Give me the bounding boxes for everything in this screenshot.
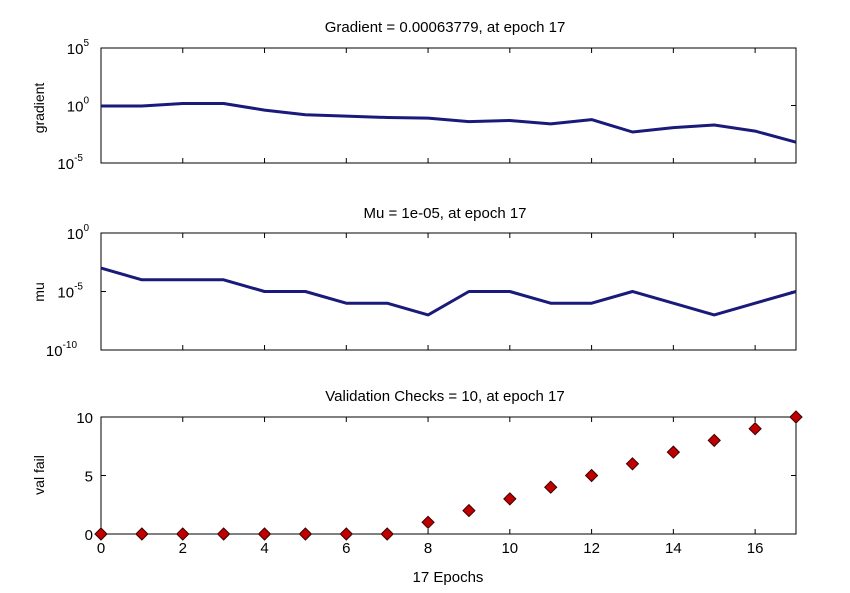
y-tick-label: 105 [67, 38, 90, 58]
y-tick-label: 10-5 [57, 153, 83, 173]
y-tick-label: 0 [85, 527, 93, 544]
x-tick-label: 10 [501, 540, 518, 557]
gradient-panel-x-ticks [100, 48, 756, 163]
data-point-marker [176, 527, 190, 541]
x-tick-label: 2 [179, 540, 187, 557]
x-tick-label: 8 [424, 540, 432, 557]
data-point-marker [666, 445, 681, 459]
data-point-marker [625, 457, 640, 471]
mu-panel: Mu = 1e-05, at epoch 17 mu 100 10-5 10-10 [31, 205, 797, 360]
data-point-marker [421, 515, 435, 530]
data-point-marker [748, 421, 762, 436]
data-point-marker [298, 527, 313, 541]
data-point-marker [707, 433, 721, 448]
validation-panel-axes-box [100, 416, 797, 535]
series-line [101, 102, 797, 144]
data-point-marker [584, 468, 599, 483]
series-line [100, 266, 797, 317]
data-point-marker [380, 527, 394, 541]
data-point-marker [257, 527, 272, 541]
x-tick-label: 12 [583, 540, 600, 557]
data-point-marker [543, 480, 558, 494]
y-tick-label: 5 [85, 469, 93, 486]
validation-panel-title: Validation Checks = 10, at epoch 17 [325, 388, 564, 405]
data-point-marker [135, 527, 149, 541]
y-tick-label: 10-5 [57, 282, 83, 302]
y-tick-label: 10 [76, 410, 93, 427]
mu-panel-axes-box [100, 232, 797, 351]
x-tick-label: 4 [260, 540, 268, 557]
gradient-panel: Gradient = 0.00063779, at epoch 17 gradi… [31, 19, 797, 173]
validation-panel: Validation Checks = 10, at epoch 17 val … [31, 388, 803, 586]
x-tick-label: 16 [747, 540, 764, 557]
gradient-panel-axes-box [100, 47, 797, 164]
x-tick-label: 0 [97, 540, 105, 557]
mu-panel-ylabel: mu [31, 282, 47, 301]
y-tick-label: 100 [67, 223, 90, 243]
data-point-marker [216, 527, 231, 541]
x-tick-label: 14 [665, 540, 682, 557]
gradient-panel-ylabel: gradient [31, 83, 47, 134]
data-point-marker [94, 527, 108, 541]
y-tick-label: 10-10 [46, 340, 78, 360]
gradient-panel-plot [101, 102, 797, 144]
mu-panel-y-ticks: 100 10-5 10-10 [46, 223, 796, 360]
mu-panel-plot [100, 266, 797, 317]
validation-panel-xlabel: 17 Epochs [413, 569, 484, 586]
data-point-marker [503, 492, 517, 506]
x-tick-label: 6 [342, 540, 350, 557]
data-point-marker [339, 527, 354, 541]
gradient-panel-title: Gradient = 0.00063779, at epoch 17 [325, 19, 566, 36]
data-point-marker [789, 410, 803, 424]
mu-panel-x-ticks [100, 233, 756, 350]
validation-panel-plot [94, 410, 803, 541]
data-point-marker [462, 503, 476, 518]
y-tick-label: 100 [67, 96, 90, 116]
validation-panel-ylabel: val fail [31, 455, 47, 495]
gradient-panel-y-ticks: 105 100 10-5 [57, 38, 796, 173]
mu-panel-title: Mu = 1e-05, at epoch 17 [363, 205, 526, 222]
